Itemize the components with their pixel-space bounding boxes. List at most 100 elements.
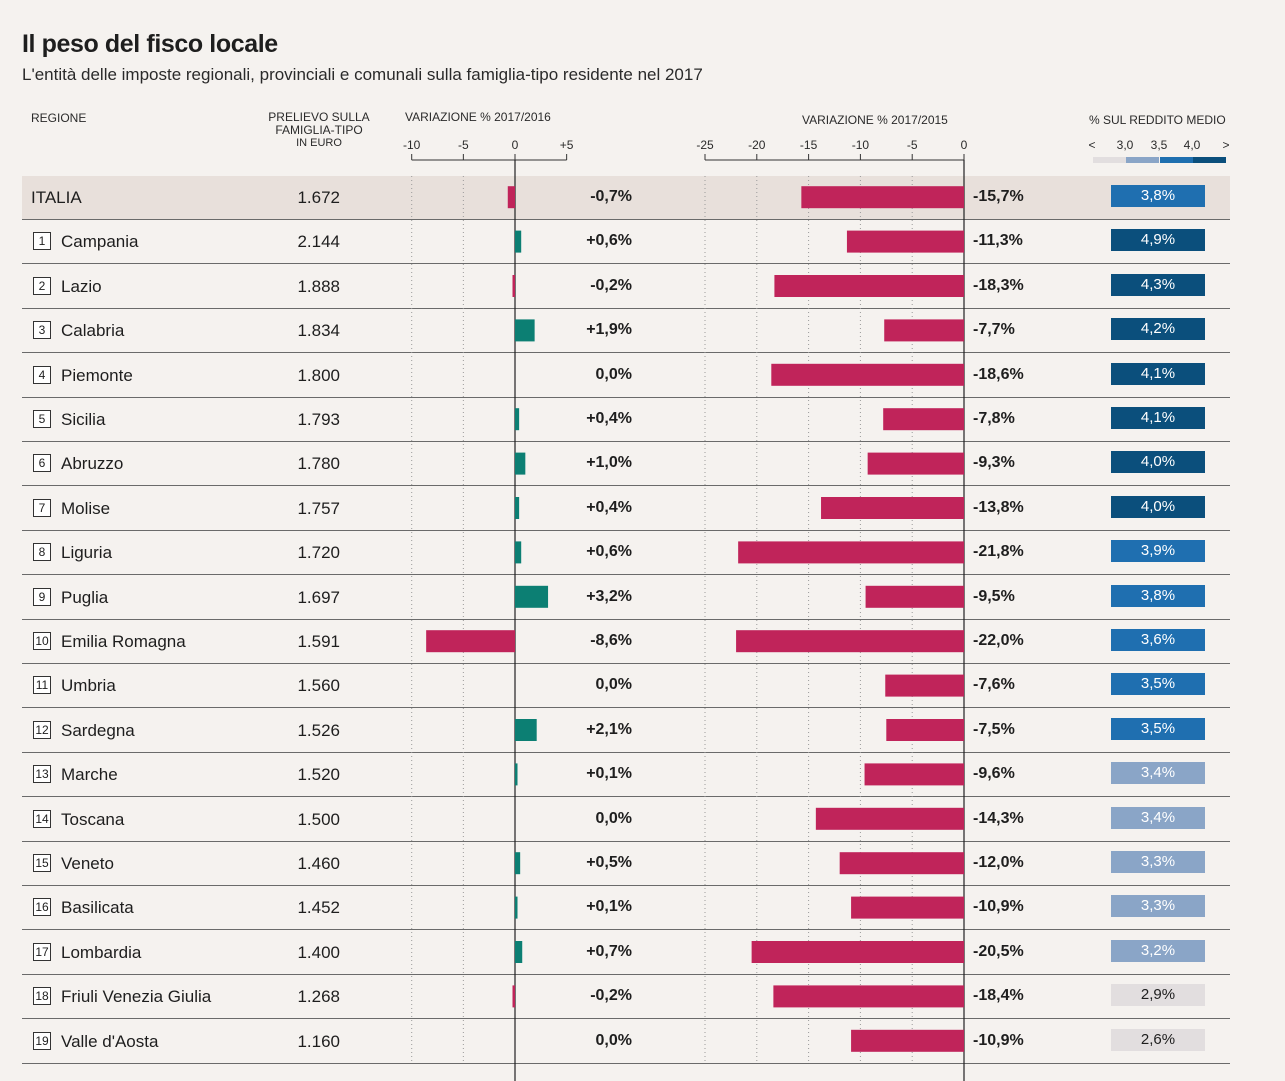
row-divider [22, 796, 1230, 798]
table-row: 18 Friuli Venezia Giulia 1.268 -0,2% -18,4% 2… [22, 975, 1230, 1020]
legend-swatch [1093, 157, 1126, 163]
bar-variation-2016 [515, 719, 537, 741]
region-name: Marche [61, 765, 118, 785]
amount-value: 1.720 [297, 543, 340, 563]
bar-variation-2016 [512, 985, 515, 1008]
region-name: Toscana [61, 809, 125, 829]
rank-badge: 16 [33, 898, 51, 917]
header-income-share: % SUL REDDITO MEDIO [1089, 113, 1226, 127]
header-variation-2015: VARIAZIONE % 2017/2015 [802, 113, 948, 127]
variation-2015-label: -9,3% [973, 454, 1015, 472]
bar-variation-2016 [515, 452, 526, 475]
tick-label-2016: -10 [403, 138, 421, 152]
variation-2016-label: -0,2% [590, 987, 632, 1005]
rank-badge: 7 [33, 498, 51, 517]
bar-variation-2016 [515, 408, 520, 431]
amount-value: 1.757 [297, 498, 340, 518]
tick-label-2016: -5 [458, 138, 469, 152]
income-share-badge: 4,1% [1111, 362, 1205, 385]
variation-2016-label: +0,1% [586, 898, 632, 916]
bar-variation-2016 [515, 852, 521, 875]
variation-2015-label: -9,5% [973, 587, 1015, 605]
variation-2016-label: +0,7% [586, 942, 632, 960]
variation-2016-label: 0,0% [595, 676, 632, 694]
income-share-badge: 3,8% [1111, 584, 1205, 607]
rank-badge: 8 [33, 543, 51, 562]
income-share-badge: 2,6% [1111, 1028, 1205, 1051]
row-divider [22, 574, 1230, 576]
amount-value: 1.834 [297, 321, 340, 341]
table-row: 16 Basilicata 1.452 +0,1% -10,9% 3,3% [22, 886, 1230, 931]
row-divider [22, 263, 1230, 265]
income-share-badge: 2,9% [1111, 984, 1205, 1007]
variation-2015-label: -18,6% [973, 365, 1024, 383]
variation-2016-label: +1,9% [586, 321, 632, 339]
variation-2016-label: 0,0% [595, 809, 632, 827]
table-row: 1 Campania 2.144 +0,6% -11,3% 4,9% [22, 220, 1230, 265]
bar-variation-2015 [773, 985, 964, 1008]
region-name: Liguria [61, 543, 113, 563]
income-share-badge: 3,2% [1111, 939, 1205, 962]
row-divider [22, 885, 1230, 886]
income-share-badge: 4,9% [1111, 229, 1205, 252]
region-name: Friuli Venezia Giulia [61, 987, 212, 1007]
table-row: 8 Liguria 1.720 +0,6% -21,8% 3,9% [22, 531, 1230, 576]
variation-2015-label: -10,9% [973, 1031, 1024, 1049]
bar-variation-2015 [821, 497, 964, 519]
bar-variation-2015 [801, 186, 964, 209]
region-name: Sardegna [61, 720, 135, 740]
header-amount-line3: IN EURO [296, 137, 342, 149]
rank-badge: 3 [33, 321, 51, 340]
region-name: Sicilia [61, 410, 106, 429]
bar-variation-2016 [515, 497, 520, 519]
income-share-badge: 3,5% [1111, 717, 1205, 740]
legend-label: < [1088, 138, 1095, 152]
variation-2016-label: -8,6% [590, 632, 632, 649]
rank-badge: 19 [33, 1031, 51, 1050]
bar-variation-2016 [515, 541, 522, 564]
table-row: 11 Umbria 1.560 0,0% -7,6% 3,5% [22, 664, 1230, 709]
bar-variation-2015 [886, 719, 964, 741]
income-share-badge: 3,6% [1111, 629, 1205, 651]
variation-2015-label: -13,8% [973, 498, 1024, 516]
amount-value: 2.144 [297, 232, 340, 252]
bar-variation-2015 [736, 630, 964, 653]
row-divider [22, 485, 1230, 487]
rank-badge: 4 [33, 365, 51, 384]
header-amount-line1: PRELIEVO SULLA [268, 110, 370, 124]
table-row: 17 Lombardia 1.400 +0,7% -20,5% 3,2% [22, 931, 1230, 975]
variation-2015-label: -22,0% [973, 632, 1024, 649]
bar-variation-2016 [515, 896, 518, 919]
rank-badge: 2 [33, 276, 51, 295]
amount-value: 1.526 [297, 720, 340, 740]
variation-2015-label: -7,8% [973, 410, 1015, 427]
row-divider [22, 707, 1230, 709]
variation-2016-label: 0,0% [595, 365, 632, 383]
rank-badge: 15 [33, 854, 51, 872]
tick-label-2016: 0 [512, 138, 519, 152]
income-share-badge: 4,0% [1111, 495, 1205, 518]
row-divider [22, 529, 1230, 531]
table-row: 4 Piemonte 1.800 0,0% -18,6% 4,1% [22, 354, 1230, 398]
amount-value: 1.672 [297, 188, 340, 207]
table-row: 5 Sicilia 1.793 +0,4% -7,8% 4,1% [22, 398, 1230, 442]
bar-variation-2015 [851, 896, 964, 919]
bar-variation-2015 [751, 941, 964, 963]
amount-value: 1.400 [297, 942, 340, 962]
rank-badge: 5 [33, 410, 51, 428]
bar-variation-2016 [515, 585, 549, 608]
amount-value: 1.268 [297, 987, 340, 1007]
table-row: 10 Emilia Romagna 1.591 -8,6% -22,0% 3,6% [22, 620, 1230, 664]
region-name: Umbria [61, 676, 116, 696]
header-amount-line2: FAMIGLIA-TIPO [275, 123, 363, 137]
tick-label-2015: 0 [961, 138, 968, 152]
region-name: Basilicata [61, 898, 134, 918]
variation-2016-label: +0,6% [586, 543, 632, 561]
row-divider [22, 352, 1230, 354]
income-share-badge: 3,5% [1111, 673, 1205, 696]
legend-swatch [1160, 157, 1193, 163]
legend-label: 3,0 [1117, 138, 1134, 152]
legend-label: 3,5 [1151, 138, 1168, 152]
table-row: 2 Lazio 1.888 -0,2% -18,3% 4,3% [22, 265, 1230, 309]
region-name: Piemonte [61, 365, 133, 385]
